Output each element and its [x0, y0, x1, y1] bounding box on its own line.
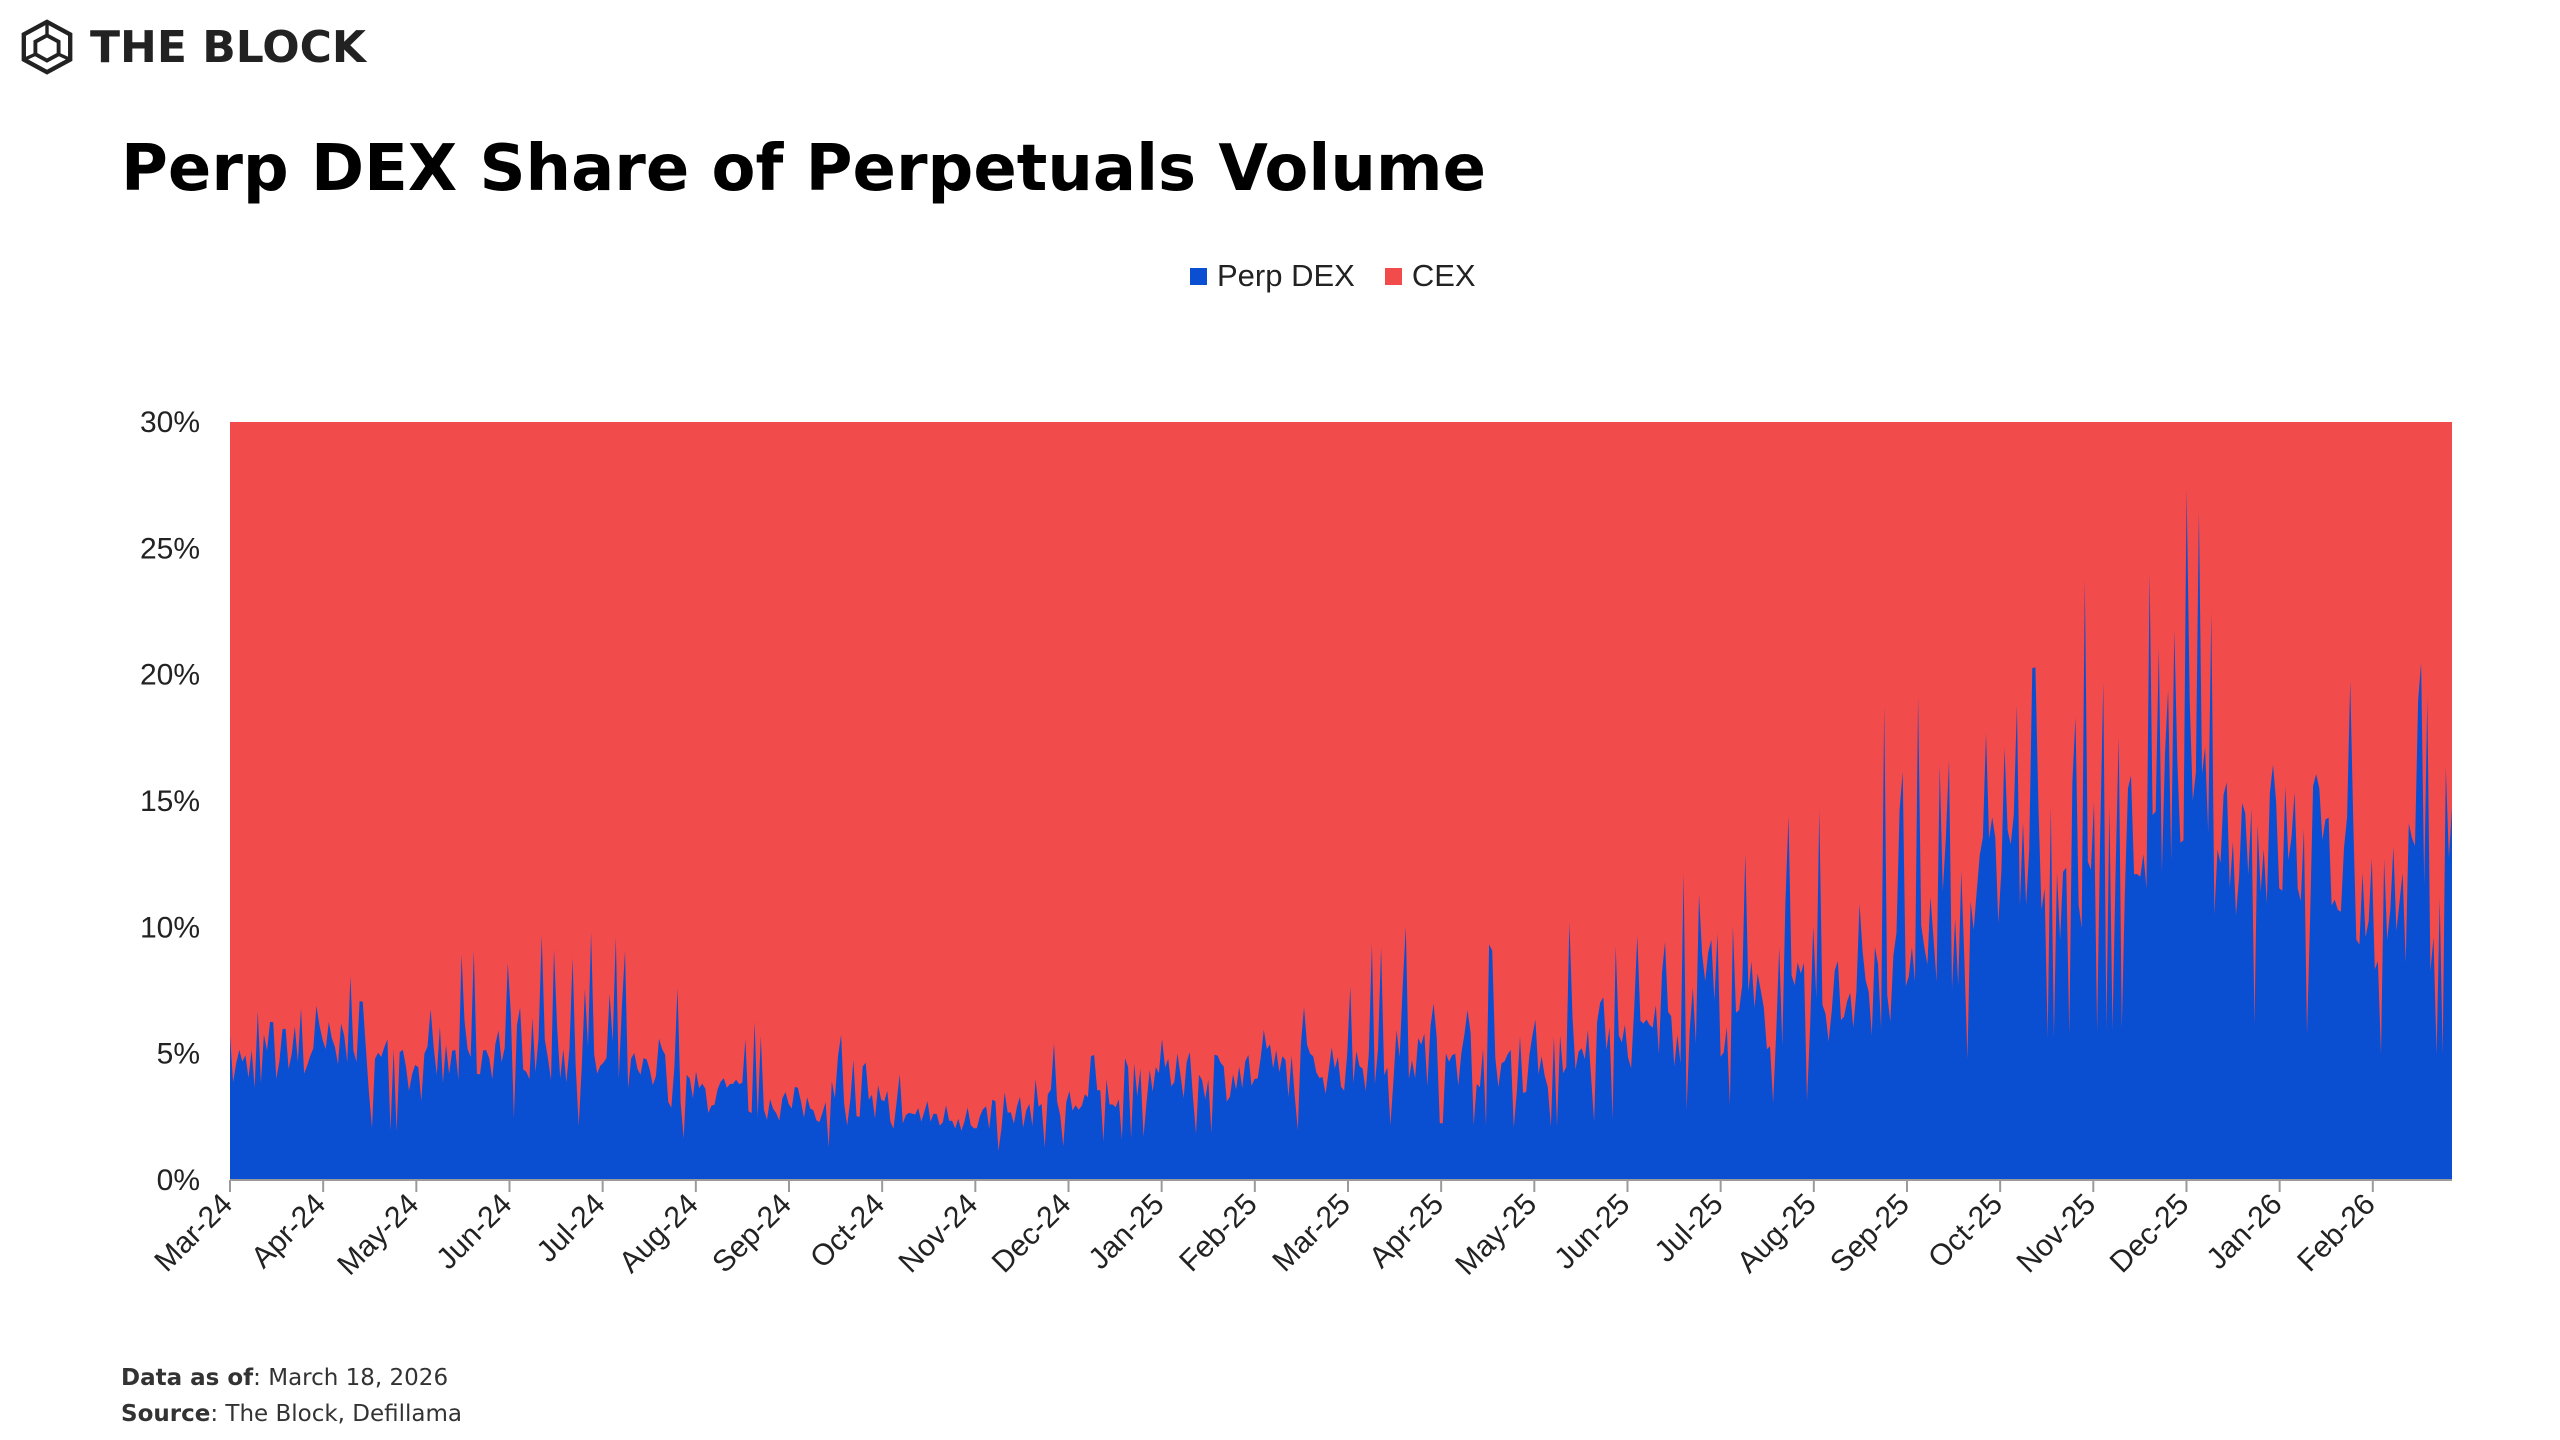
x-tick-label: May-25: [1449, 1188, 1543, 1282]
x-tick-label: Sep-25: [1824, 1188, 1916, 1280]
legend-label-perp-dex: Perp DEX: [1217, 258, 1355, 293]
brand-name: THE BLOCK: [90, 21, 367, 73]
x-tick-label: Apr-25: [1363, 1188, 1450, 1275]
legend-swatch-cex: [1384, 267, 1402, 285]
x-tick-label: Oct-25: [1922, 1188, 2009, 1275]
x-tick-label: Jan-26: [2200, 1188, 2288, 1276]
legend-label-cex: CEX: [1411, 258, 1476, 293]
x-tick-label: Jun-24: [430, 1188, 518, 1276]
x-tick-label: Nov-24: [893, 1188, 985, 1280]
x-tick-label: Mar-25: [1266, 1188, 1357, 1279]
x-tick-label: Mar-24: [148, 1188, 239, 1279]
x-tick-label: Sep-24: [706, 1188, 798, 1280]
x-tick-label: Feb-26: [2291, 1188, 2382, 1279]
data-as-of-value: : March 18, 2026: [253, 1365, 449, 1391]
data-as-of-label: Data as of: [121, 1365, 254, 1391]
chart-footer: Data as of: March 18, 2026 Source: The B…: [121, 1360, 462, 1432]
y-tick-label: 25%: [140, 532, 200, 565]
y-tick-label: 10%: [140, 911, 200, 944]
brand: THE BLOCK: [18, 18, 366, 76]
data-as-of-line: Data as of: March 18, 2026: [121, 1360, 462, 1396]
y-tick-label: 20%: [140, 659, 200, 692]
legend-swatch-perp-dex: [1190, 267, 1207, 285]
y-tick-label: 0%: [157, 1164, 200, 1197]
x-tick-label: Aug-24: [613, 1188, 705, 1280]
series-area-perp-dex: [230, 489, 2452, 1180]
legend-item-cex: CEX: [1384, 258, 1476, 294]
source-line: Source: The Block, Defillama: [121, 1396, 462, 1432]
x-tick-label: Jun-25: [1548, 1188, 1636, 1276]
y-tick-label: 30%: [140, 406, 200, 439]
x-tick-label: Jul-24: [530, 1188, 611, 1269]
chart-title: Perp DEX Share of Perpetuals Volume: [121, 132, 1486, 206]
x-tick-label: Jul-25: [1648, 1188, 1729, 1269]
cube-logo-icon: [21, 19, 73, 75]
source-value: : The Block, Defillama: [210, 1401, 463, 1427]
x-tick-label: Apr-24: [245, 1188, 332, 1275]
chart-legend: Perp DEX CEX: [1190, 258, 1476, 294]
x-tick-label: Oct-24: [804, 1188, 891, 1275]
x-tick-label: Dec-25: [2104, 1188, 2196, 1280]
x-tick-label: May-24: [331, 1188, 425, 1282]
x-tick-label: Dec-24: [986, 1188, 1078, 1280]
y-tick-label: 5%: [157, 1038, 200, 1071]
x-tick-label: Aug-25: [1731, 1188, 1823, 1280]
source-label: Source: [121, 1401, 211, 1427]
y-tick-label: 15%: [140, 785, 200, 818]
x-tick-label: Jan-25: [1082, 1188, 1170, 1276]
x-tick-label: Nov-25: [2011, 1188, 2103, 1280]
x-tick-label: Feb-25: [1173, 1188, 1264, 1279]
legend-item-perp-dex: Perp DEX: [1190, 258, 1355, 294]
